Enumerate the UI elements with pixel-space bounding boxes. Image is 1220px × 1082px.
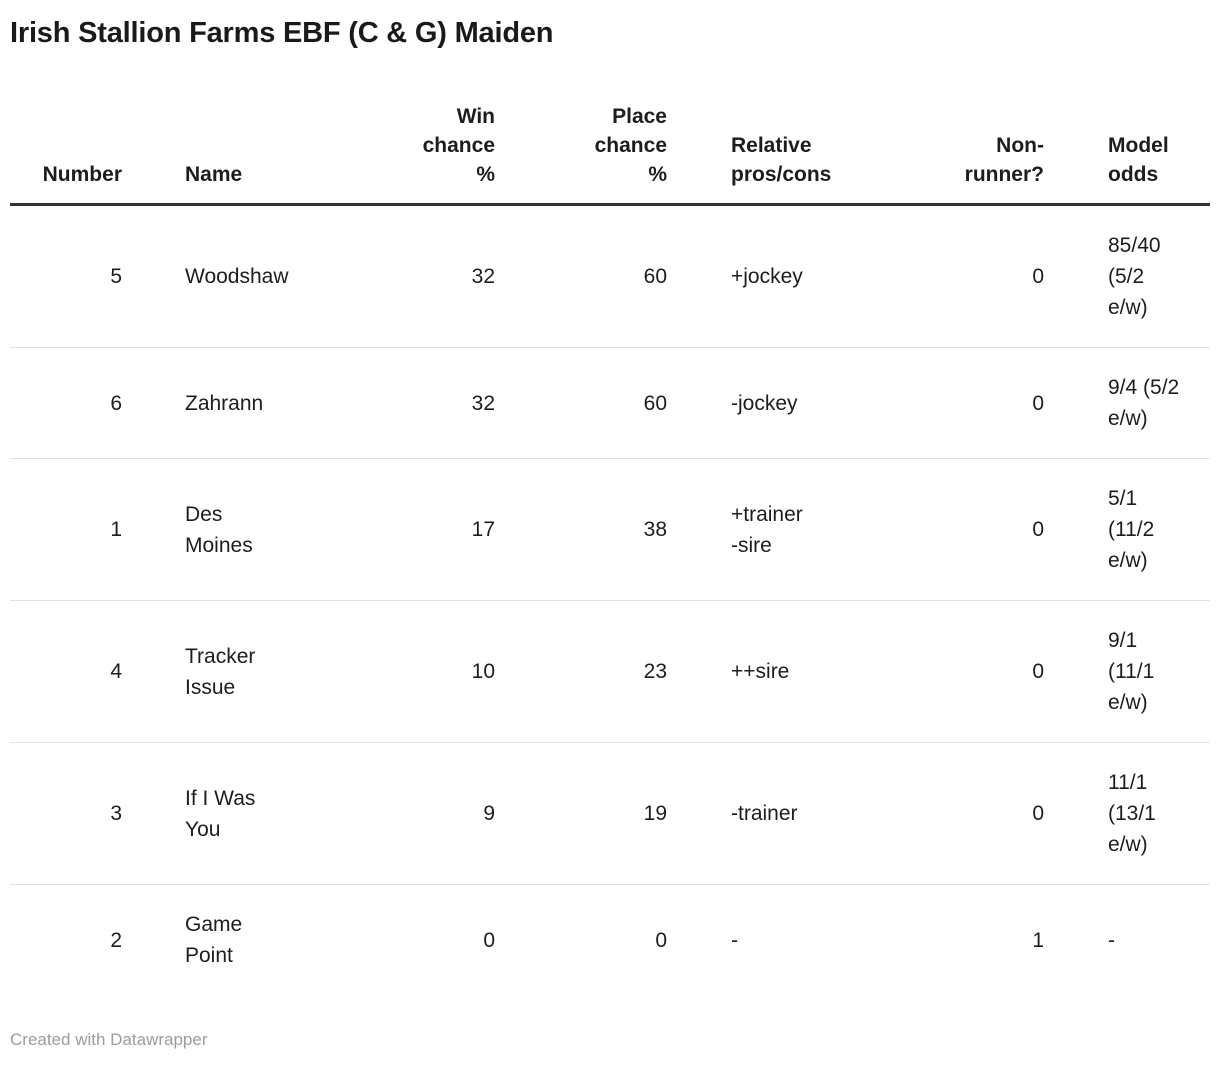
table-row: 3 If I Was You 9 19 -trainer 0 11/1 (13/… (10, 742, 1210, 885)
datawrapper-credit-link[interactable]: Created with Datawrapper (10, 1030, 208, 1049)
cell-number: 1 (10, 458, 122, 601)
cell-pros-cons: -trainer (667, 742, 904, 885)
cell-pros-cons: - (667, 884, 904, 995)
cell-place-chance: 19 (495, 742, 667, 885)
cell-pros-cons: ++sire (667, 600, 904, 743)
attribution-footer: Created with Datawrapper (10, 1029, 1210, 1051)
column-header-win-chance: Win chance % (380, 102, 495, 206)
cell-win-chance: 9 (380, 742, 495, 885)
cell-non-runner: 0 (1032, 265, 1044, 288)
cell-place-chance: 0 (495, 884, 667, 995)
cell-non-runner: 0 (904, 742, 1044, 885)
cell-place-chance: 38 (495, 458, 667, 601)
table-row: 5 Woodshaw 32 60 +jockey 0 85/40 (5/2 e/… (10, 205, 1210, 348)
column-header-number: Number (10, 102, 122, 206)
race-table: Number Name Win chance % Place chance % … (10, 102, 1210, 995)
cell-place-chance: 60 (643, 265, 667, 288)
cell-number: 5 (110, 265, 122, 288)
cell-model-odds: 9/1 (11/1 e/w) (1044, 600, 1210, 743)
column-header-place-chance: Place chance % (495, 102, 667, 206)
cell-place-chance: 60 (495, 347, 667, 459)
cell-name: Game Point (122, 884, 380, 995)
cell-non-runner: 0 (904, 347, 1044, 459)
table-row: 2 Game Point 0 0 - 1 - (10, 884, 1210, 995)
cell-number: 3 (10, 742, 122, 885)
cell-name: Des Moines (122, 458, 380, 601)
column-header-name: Name (122, 102, 380, 206)
column-header-pros-cons: Relative pros/cons (667, 102, 904, 206)
cell-name: Tracker Issue (122, 600, 380, 743)
cell-non-runner: 0 (904, 600, 1044, 743)
cell-number: 4 (10, 600, 122, 743)
cell-number: 2 (10, 884, 122, 995)
cell-non-runner: 0 (904, 458, 1044, 601)
table-row: 6 Zahrann 32 60 -jockey 0 9/4 (5/2 e/w) (10, 347, 1210, 459)
cell-model-odds: - (1044, 884, 1210, 995)
table-row: 1 Des Moines 17 38 +trainer -sire 0 5/1 … (10, 458, 1210, 601)
cell-win-chance: 0 (380, 884, 495, 995)
cell-place-chance: 23 (495, 600, 667, 743)
cell-win-chance: 17 (380, 458, 495, 601)
cell-pros-cons: +jockey (731, 265, 803, 288)
table-row: 4 Tracker Issue 10 23 ++sire 0 9/1 (11/1… (10, 600, 1210, 743)
cell-model-odds: 11/1 (13/1 e/w) (1044, 742, 1210, 885)
table-header-row: Number Name Win chance % Place chance % … (10, 102, 1210, 206)
cell-pros-cons: -jockey (667, 347, 904, 459)
cell-win-chance: 10 (380, 600, 495, 743)
cell-name: Zahrann (122, 347, 380, 459)
column-header-non-runner: Non- runner? (904, 102, 1044, 206)
cell-model-odds: 5/1 (11/2 e/w) (1044, 458, 1210, 601)
cell-win-chance: 32 (380, 347, 495, 459)
page-title: Irish Stallion Farms EBF (C & G) Maiden (10, 17, 554, 49)
cell-number: 6 (10, 347, 122, 459)
cell-model-odds: 9/4 (5/2 e/w) (1044, 347, 1210, 459)
cell-model-odds: 85/40 (5/2 e/w) (1108, 234, 1161, 319)
column-header-model-odds: Model odds (1044, 102, 1210, 206)
cell-pros-cons: +trainer -sire (667, 458, 904, 601)
cell-win-chance: 32 (471, 265, 495, 288)
cell-non-runner: 1 (904, 884, 1044, 995)
cell-name: If I Was You (122, 742, 380, 885)
cell-name: Woodshaw (185, 265, 289, 288)
